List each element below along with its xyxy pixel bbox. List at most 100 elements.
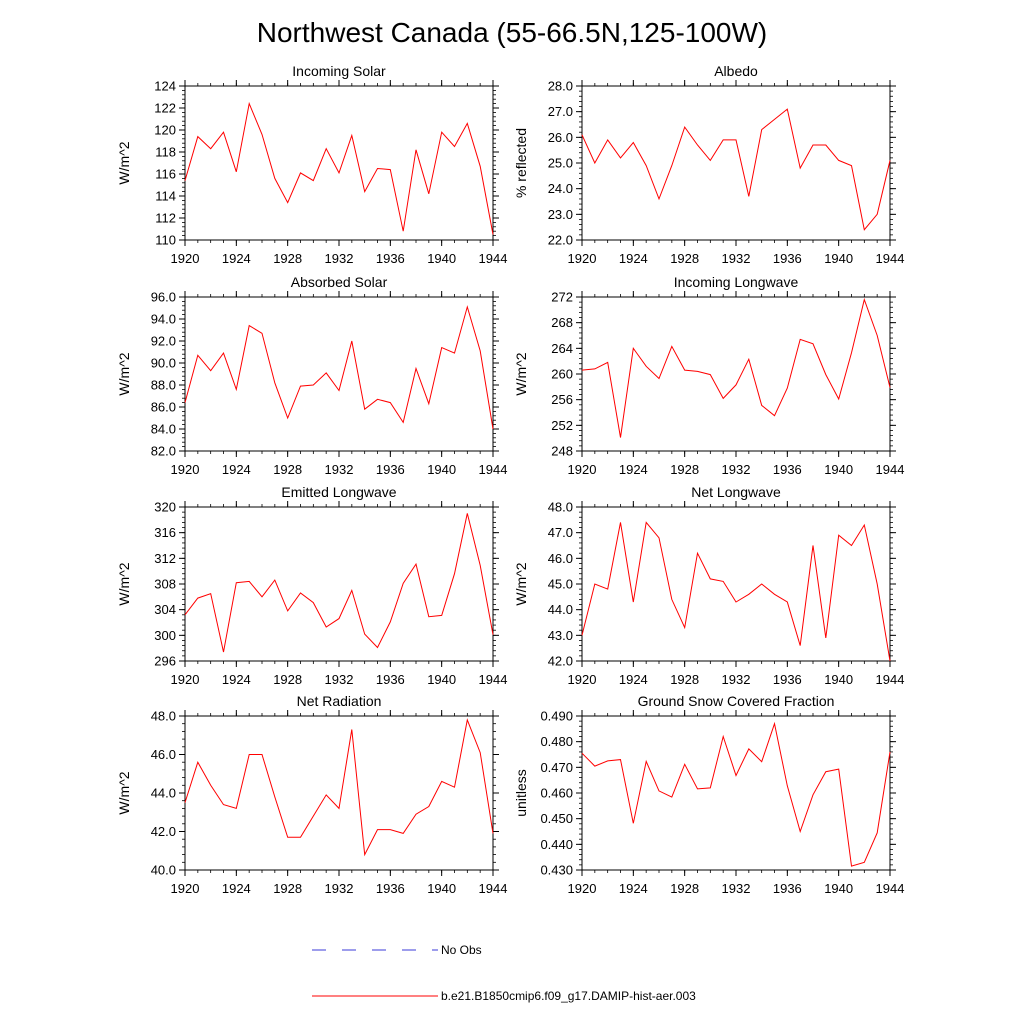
- y-tick-label: 24.0: [548, 181, 573, 196]
- y-tick-label: 268: [551, 315, 573, 330]
- y-tick-label: 42.0: [548, 654, 573, 669]
- y-tick-label: 0.490: [540, 709, 573, 724]
- y-tick-label: 0.440: [540, 837, 573, 852]
- y-tick-label: 45.0: [548, 577, 573, 592]
- chart-title: Incoming Longwave: [674, 274, 799, 290]
- y-tick-label: 44.0: [548, 602, 573, 617]
- chart-title: Emitted Longwave: [281, 484, 396, 500]
- y-tick-label: 84.0: [151, 422, 176, 437]
- y-tick-label: 312: [154, 551, 176, 566]
- x-tick-label: 1936: [773, 672, 802, 687]
- y-tick-label: 320: [154, 500, 176, 515]
- chart-title: Absorbed Solar: [291, 274, 388, 290]
- x-tick-label: 1944: [876, 672, 905, 687]
- y-tick-label: 272: [551, 290, 573, 305]
- x-tick-label: 1936: [376, 251, 405, 266]
- y-tick-label: 300: [154, 628, 176, 643]
- x-tick-label: 1920: [568, 462, 597, 477]
- legend-model-label: b.e21.B1850cmip6.f09_g17.DAMIP-hist-aer.…: [441, 989, 696, 1003]
- chart-panel: 40.0 42.0 44.0 46.0 48.0 1920 1924 1928 1932 1936…: [116, 693, 507, 896]
- x-tick-label: 1920: [171, 881, 200, 896]
- chart-panel: 296 300 304 308 312 316 320 1920 1924 1928 1932 193…: [116, 484, 507, 687]
- y-tick-label: 120: [154, 123, 176, 138]
- chart-title: Ground Snow Covered Fraction: [638, 693, 835, 709]
- x-tick-label: 1940: [427, 672, 456, 687]
- x-tick-label: 1944: [876, 881, 905, 896]
- y-tick-label: 28.0: [548, 79, 573, 94]
- x-tick-label: 1944: [876, 251, 905, 266]
- x-tick-label: 1928: [273, 462, 302, 477]
- y-tick-label: 316: [154, 525, 176, 540]
- x-tick-label: 1924: [619, 881, 648, 896]
- x-tick-label: 1928: [670, 881, 699, 896]
- x-tick-label: 1940: [427, 251, 456, 266]
- y-tick-label: 116: [155, 167, 176, 182]
- y-tick-label: 92.0: [151, 334, 176, 349]
- chart-panel: 110 112 114 116 118 120 122 124 1920 1924 1928 1932…: [116, 63, 507, 266]
- y-tick-label: 22.0: [548, 233, 573, 248]
- series-line: [184, 101, 494, 235]
- y-tick-label: 260: [551, 367, 573, 382]
- x-tick-label: 1940: [427, 881, 456, 896]
- x-tick-label: 1920: [171, 462, 200, 477]
- chart-panel: 42.0 43.0 44.0 45.0 46.0 47.0 48.0 1920 1924 1928…: [513, 484, 904, 687]
- y-tick-label: 40.0: [151, 863, 176, 878]
- y-tick-label: 94.0: [151, 312, 176, 327]
- chart-panel: 82.0 84.0 86.0 88.0 90.0 92.0 94.0 96.0 1920 1924…: [116, 274, 507, 477]
- x-tick-label: 1928: [670, 251, 699, 266]
- x-tick-label: 1944: [479, 881, 508, 896]
- x-tick-label: 1944: [479, 251, 508, 266]
- y-tick-label: 47.0: [548, 525, 573, 540]
- y-tick-label: 96.0: [151, 290, 176, 305]
- x-tick-label: 1944: [479, 462, 508, 477]
- x-tick-label: 1932: [722, 881, 751, 896]
- x-tick-label: 1944: [479, 672, 508, 687]
- y-tick-label: 252: [551, 418, 573, 433]
- y-tick-label: 118: [155, 145, 176, 160]
- series-line: [581, 108, 891, 231]
- x-tick-label: 1924: [619, 672, 648, 687]
- y-tick-label: 256: [551, 392, 573, 407]
- x-tick-label: 1928: [670, 462, 699, 477]
- x-tick-label: 1928: [273, 881, 302, 896]
- series-line: [184, 305, 494, 430]
- chart-panel: 248 252 256 260 264 268 272 1920 1924 1928 1932 193…: [513, 274, 904, 477]
- x-tick-label: 1936: [376, 462, 405, 477]
- y-axis-label: unitless: [513, 769, 529, 816]
- y-tick-label: 23.0: [548, 207, 573, 222]
- y-tick-label: 304: [154, 602, 176, 617]
- y-tick-label: 0.450: [540, 811, 573, 826]
- x-tick-label: 1932: [325, 881, 354, 896]
- x-tick-label: 1920: [568, 251, 597, 266]
- y-tick-label: 248: [551, 444, 573, 459]
- x-tick-label: 1924: [619, 251, 648, 266]
- x-tick-label: 1944: [876, 462, 905, 477]
- y-axis-label: W/m^2: [116, 352, 132, 395]
- series-line: [184, 718, 494, 857]
- chart-title: Net Longwave: [691, 484, 781, 500]
- legend: No Obs b.e21.B1850cmip6.f09_g17.DAMIP-hi…: [312, 943, 696, 1003]
- y-tick-label: 88.0: [151, 378, 176, 393]
- x-tick-label: 1932: [722, 462, 751, 477]
- y-tick-label: 0.430: [540, 863, 573, 878]
- y-tick-label: 82.0: [151, 444, 176, 459]
- x-tick-label: 1940: [824, 672, 853, 687]
- y-axis-label: W/m^2: [116, 771, 132, 814]
- y-tick-label: 46.0: [548, 551, 573, 566]
- x-tick-label: 1936: [773, 881, 802, 896]
- series-line: [581, 521, 891, 662]
- y-tick-label: 122: [154, 101, 176, 116]
- chart-title: Albedo: [714, 63, 758, 79]
- x-tick-label: 1924: [619, 462, 648, 477]
- x-tick-label: 1936: [773, 462, 802, 477]
- x-tick-label: 1932: [325, 462, 354, 477]
- x-tick-label: 1932: [325, 251, 354, 266]
- x-tick-label: 1932: [722, 251, 751, 266]
- y-axis-label: W/m^2: [513, 352, 529, 395]
- x-tick-label: 1924: [222, 462, 251, 477]
- y-tick-label: 48.0: [548, 500, 573, 515]
- y-tick-label: 27.0: [548, 104, 573, 119]
- y-tick-label: 0.480: [540, 734, 573, 749]
